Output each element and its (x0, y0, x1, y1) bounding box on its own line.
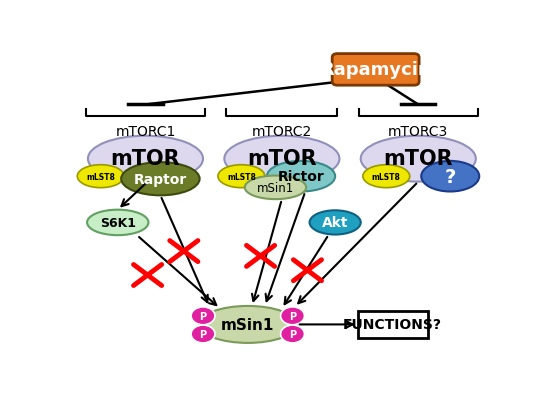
FancyBboxPatch shape (358, 311, 428, 338)
Text: P: P (289, 329, 296, 339)
Ellipse shape (88, 136, 203, 182)
Text: mTOR: mTOR (383, 148, 453, 168)
Text: P: P (200, 329, 207, 339)
Ellipse shape (363, 165, 410, 188)
Text: P: P (289, 311, 296, 321)
Text: Rapamycin: Rapamycin (320, 61, 431, 79)
Text: Raptor: Raptor (134, 172, 187, 186)
Text: S6K1: S6K1 (100, 216, 136, 229)
Text: Rictor: Rictor (278, 170, 324, 184)
Ellipse shape (199, 306, 297, 343)
Ellipse shape (224, 136, 339, 182)
Text: mLST8: mLST8 (227, 172, 256, 181)
Text: Akt: Akt (322, 216, 348, 230)
Ellipse shape (245, 176, 306, 199)
Ellipse shape (87, 210, 148, 235)
Ellipse shape (310, 211, 361, 235)
Text: mTORC2: mTORC2 (252, 124, 312, 138)
Text: mTORC1: mTORC1 (116, 124, 175, 138)
Text: mTOR: mTOR (111, 148, 180, 168)
Circle shape (280, 325, 305, 343)
Text: mSin1: mSin1 (257, 181, 294, 195)
Ellipse shape (361, 136, 476, 182)
Text: mTORC3: mTORC3 (388, 124, 448, 138)
Text: ?: ? (444, 167, 456, 186)
Circle shape (280, 307, 305, 325)
Ellipse shape (121, 163, 200, 196)
Text: mTOR: mTOR (247, 148, 317, 168)
Text: mSin1: mSin1 (221, 317, 274, 332)
Ellipse shape (77, 165, 124, 188)
Circle shape (191, 325, 215, 343)
Ellipse shape (421, 161, 479, 192)
Text: P: P (200, 311, 207, 321)
Ellipse shape (218, 165, 265, 188)
Circle shape (191, 307, 215, 325)
Text: mLST8: mLST8 (86, 172, 115, 181)
Text: FUNCTIONS?: FUNCTIONS? (343, 318, 442, 332)
Text: mLST8: mLST8 (372, 172, 401, 181)
Ellipse shape (267, 161, 335, 192)
FancyBboxPatch shape (332, 55, 419, 86)
